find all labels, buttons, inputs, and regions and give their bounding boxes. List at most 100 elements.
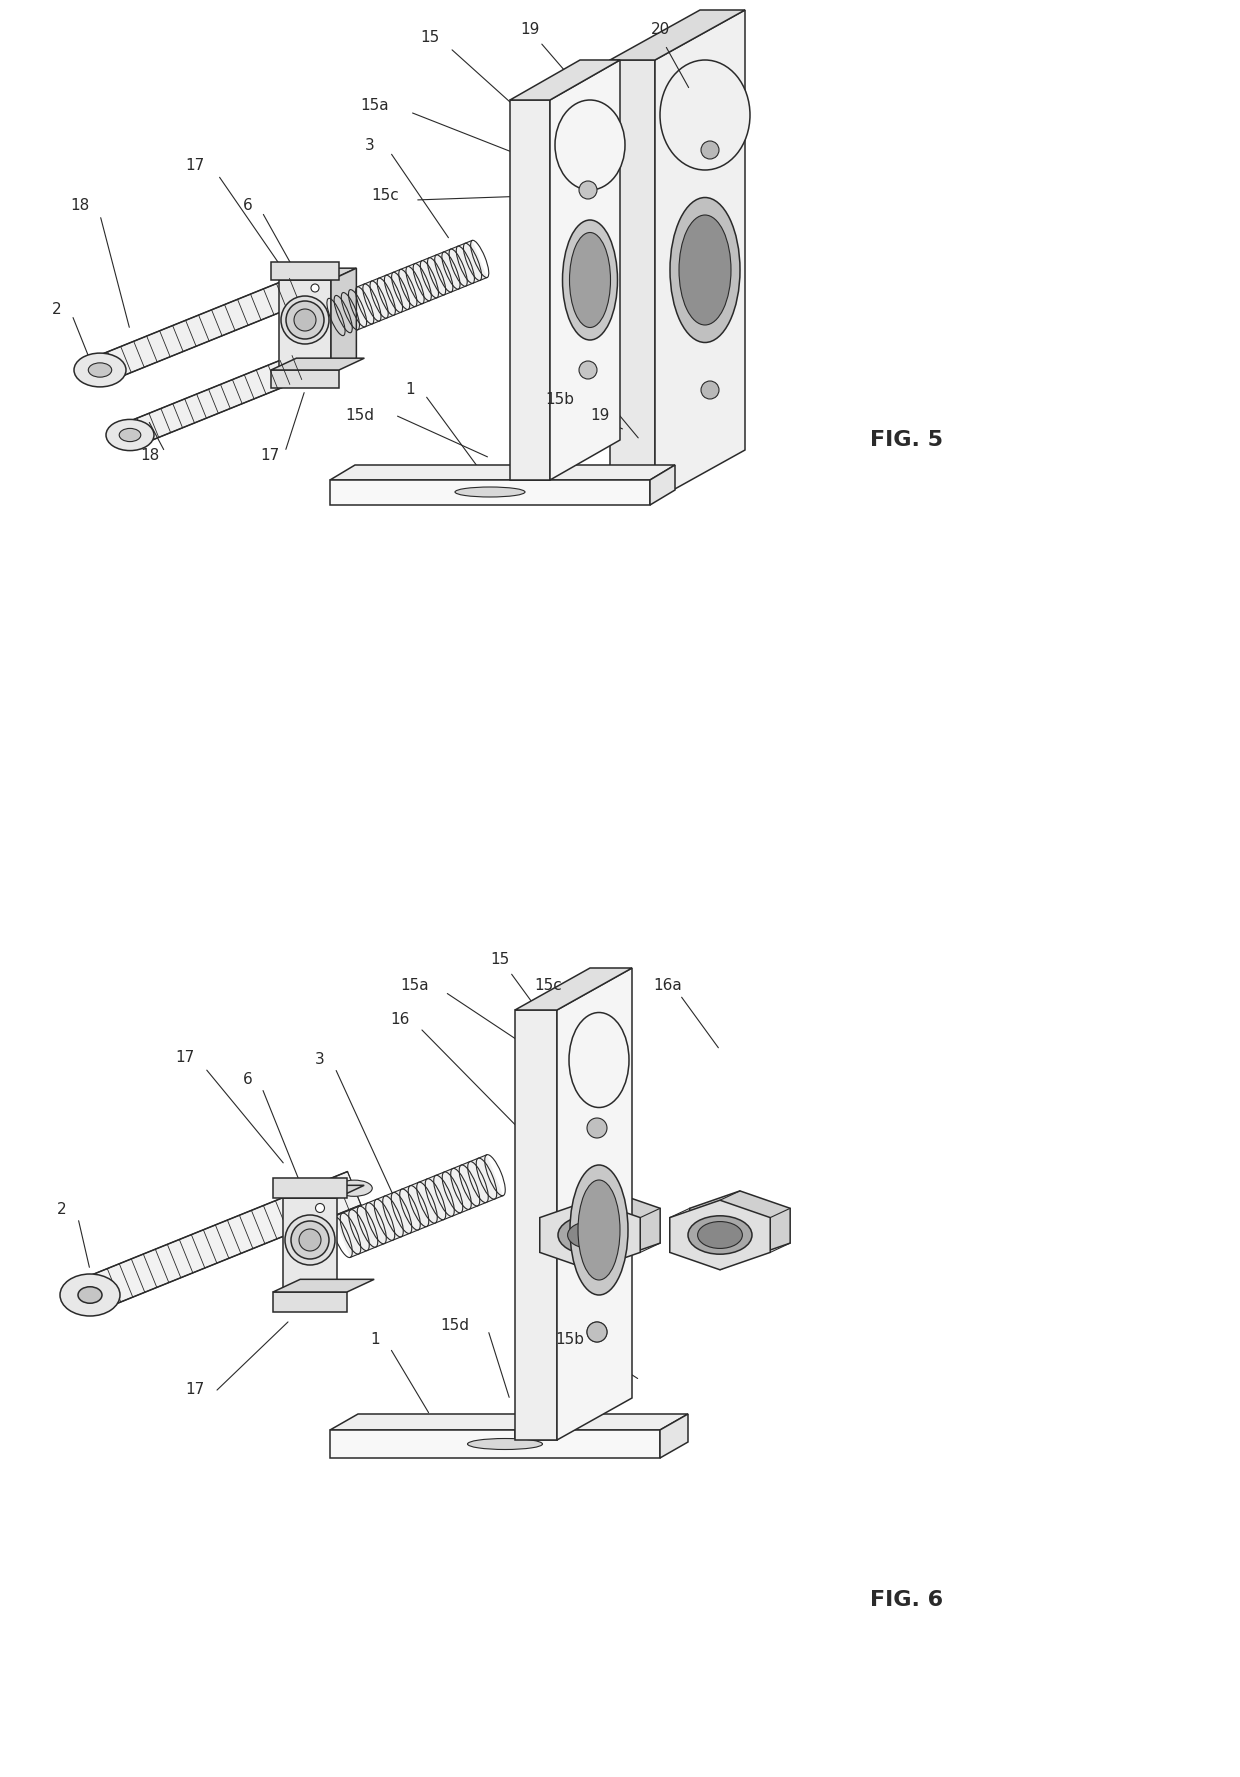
Polygon shape <box>655 11 745 499</box>
Text: 3: 3 <box>315 1052 325 1068</box>
Text: FIG. 5: FIG. 5 <box>870 430 942 450</box>
Ellipse shape <box>294 309 316 331</box>
Polygon shape <box>330 1414 688 1430</box>
Text: 18: 18 <box>71 197 89 213</box>
Polygon shape <box>272 370 339 387</box>
Polygon shape <box>329 240 487 336</box>
Text: 15: 15 <box>490 952 510 967</box>
Ellipse shape <box>587 1322 608 1342</box>
Ellipse shape <box>680 215 732 325</box>
Text: 19: 19 <box>590 407 610 423</box>
Polygon shape <box>515 968 632 1009</box>
Ellipse shape <box>119 428 141 442</box>
Ellipse shape <box>569 233 610 327</box>
Text: 6: 6 <box>243 197 253 213</box>
Text: 19: 19 <box>521 23 539 37</box>
Ellipse shape <box>291 1221 329 1258</box>
Ellipse shape <box>556 100 625 190</box>
Ellipse shape <box>281 297 329 345</box>
Ellipse shape <box>563 220 618 339</box>
Ellipse shape <box>455 487 525 498</box>
Text: 15c: 15c <box>371 188 399 203</box>
Polygon shape <box>660 1414 688 1457</box>
Text: FIG. 6: FIG. 6 <box>870 1590 944 1610</box>
Text: 15b: 15b <box>546 393 574 407</box>
Polygon shape <box>689 1191 790 1260</box>
Ellipse shape <box>284 363 310 373</box>
Text: 15a: 15a <box>401 977 429 993</box>
Text: 15a: 15a <box>361 98 389 112</box>
Ellipse shape <box>558 1215 622 1255</box>
Ellipse shape <box>660 60 750 171</box>
Text: 17: 17 <box>185 158 205 172</box>
Ellipse shape <box>105 419 154 451</box>
Polygon shape <box>272 261 339 281</box>
Ellipse shape <box>568 1221 613 1249</box>
Polygon shape <box>94 279 300 384</box>
Polygon shape <box>272 359 365 370</box>
Polygon shape <box>279 281 331 370</box>
Polygon shape <box>559 1191 660 1260</box>
Text: 6: 6 <box>243 1073 253 1088</box>
Polygon shape <box>273 1178 347 1198</box>
Ellipse shape <box>311 284 319 291</box>
Ellipse shape <box>60 1274 120 1317</box>
Polygon shape <box>515 1430 557 1439</box>
Text: 15: 15 <box>420 30 440 46</box>
Polygon shape <box>610 11 745 60</box>
Ellipse shape <box>280 286 309 297</box>
Polygon shape <box>83 1171 361 1311</box>
Ellipse shape <box>78 1287 102 1303</box>
Ellipse shape <box>285 1215 335 1265</box>
Ellipse shape <box>670 197 740 343</box>
Polygon shape <box>283 1185 365 1198</box>
Text: 15d: 15d <box>346 407 374 423</box>
Polygon shape <box>273 1292 347 1311</box>
Text: 15d: 15d <box>440 1317 470 1333</box>
Polygon shape <box>539 1199 640 1271</box>
Text: 16: 16 <box>391 1013 409 1027</box>
Ellipse shape <box>587 1322 608 1342</box>
Text: 15c: 15c <box>534 977 562 993</box>
Polygon shape <box>330 480 650 505</box>
Text: 1: 1 <box>371 1333 379 1347</box>
Ellipse shape <box>315 1203 325 1212</box>
Ellipse shape <box>688 1215 751 1255</box>
Ellipse shape <box>701 140 719 158</box>
Polygon shape <box>610 60 655 499</box>
Text: 20: 20 <box>650 23 670 37</box>
Ellipse shape <box>701 380 719 400</box>
Text: 17: 17 <box>185 1383 205 1397</box>
Polygon shape <box>670 1199 770 1271</box>
Ellipse shape <box>88 363 112 377</box>
Polygon shape <box>279 268 356 281</box>
Ellipse shape <box>578 1180 620 1279</box>
Polygon shape <box>510 60 620 100</box>
Ellipse shape <box>698 1221 743 1249</box>
Polygon shape <box>331 268 356 370</box>
Polygon shape <box>125 355 301 448</box>
Ellipse shape <box>336 1180 372 1196</box>
Text: 1: 1 <box>405 382 415 398</box>
Ellipse shape <box>579 181 596 199</box>
Ellipse shape <box>286 300 324 339</box>
Text: 17: 17 <box>175 1050 195 1066</box>
Polygon shape <box>515 1009 557 1439</box>
Text: 17: 17 <box>260 448 280 462</box>
Polygon shape <box>557 968 632 1439</box>
Ellipse shape <box>570 1166 627 1295</box>
Text: 16a: 16a <box>653 977 682 993</box>
Ellipse shape <box>299 1230 321 1251</box>
Text: 2: 2 <box>57 1203 67 1217</box>
Ellipse shape <box>74 354 126 387</box>
Ellipse shape <box>569 1013 629 1107</box>
Polygon shape <box>551 60 620 480</box>
Polygon shape <box>283 1198 337 1292</box>
Text: 18: 18 <box>140 448 160 462</box>
Text: 15b: 15b <box>556 1333 584 1347</box>
Ellipse shape <box>579 361 596 379</box>
Text: 3: 3 <box>365 137 374 153</box>
Polygon shape <box>334 1155 503 1258</box>
Polygon shape <box>650 466 675 505</box>
Text: 2: 2 <box>52 302 62 318</box>
